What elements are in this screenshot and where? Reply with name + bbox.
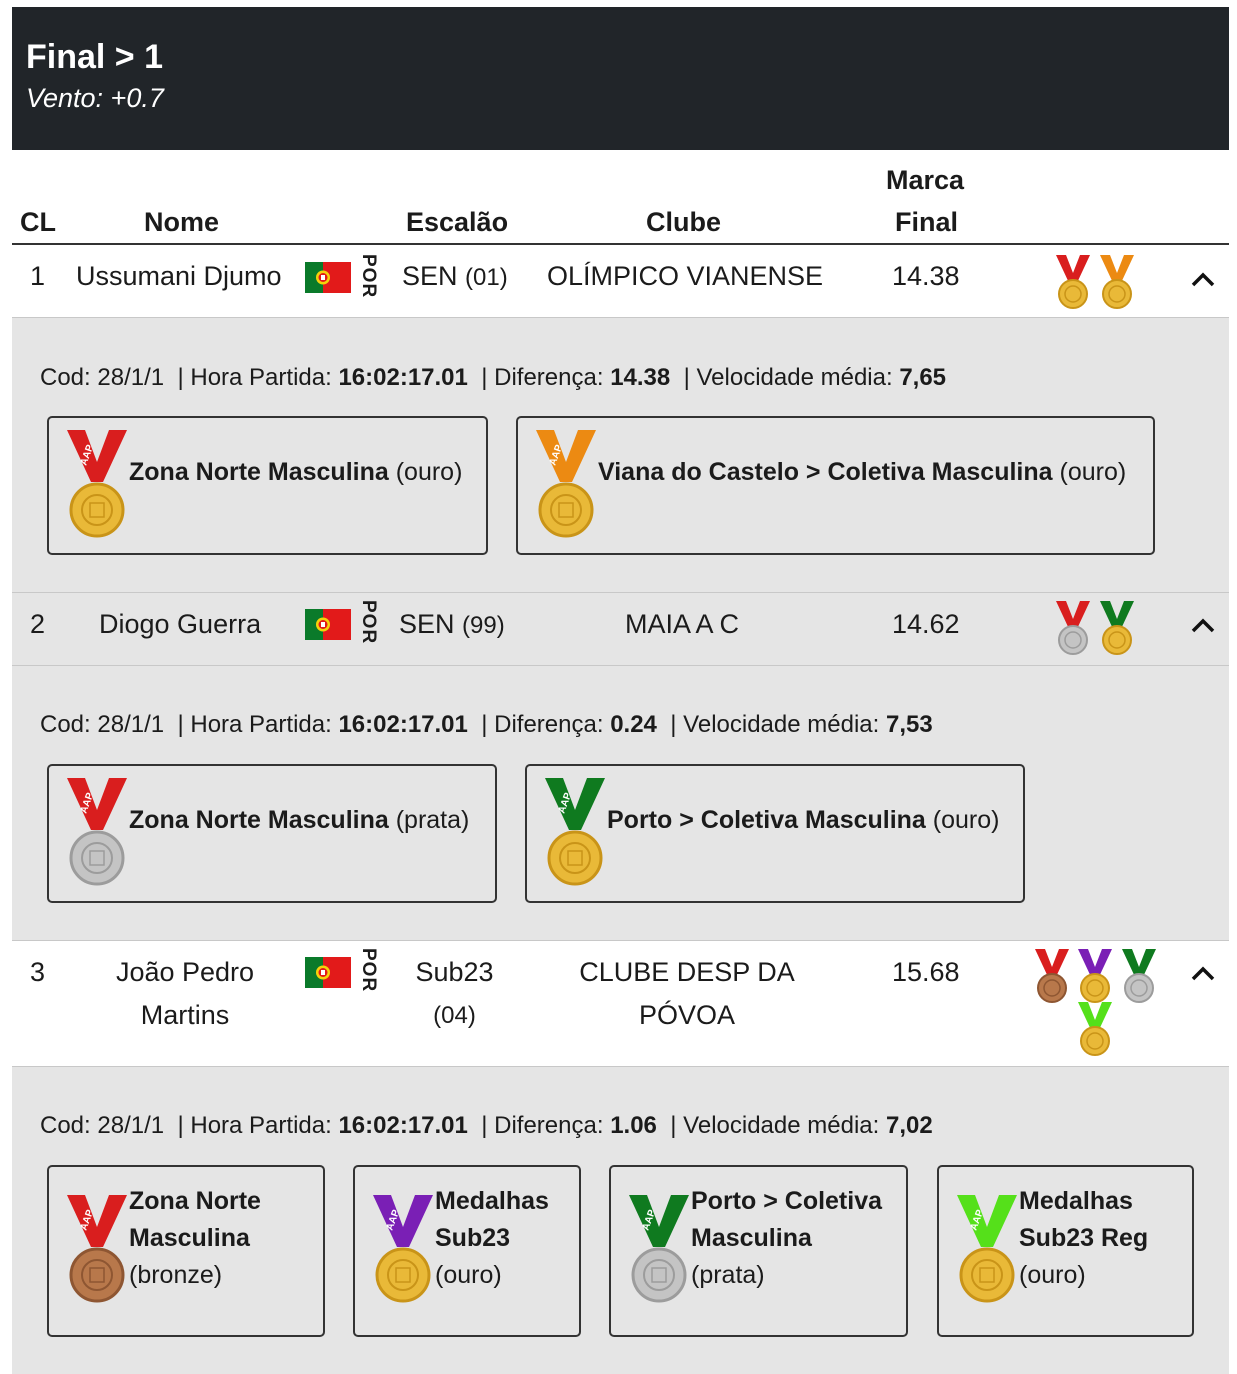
nationality: POR [358, 948, 379, 993]
aap-medal-icon: AAP [67, 430, 127, 538]
medal-card[interactable]: AAP Zona Norte Masculina (prata) [47, 764, 497, 903]
medal-card[interactable]: AAP Zona Norte Masculina (ouro) [47, 416, 488, 555]
chevron-up-icon[interactable] [1190, 963, 1216, 983]
row-details: Cod: 28/1/1 | Hora Partida: 16:02:17.01 … [12, 665, 1229, 941]
medal-label: Zona Norte Masculina (prata) [129, 806, 470, 834]
portugal-flag-icon [305, 609, 351, 640]
medal-mini-icon [1056, 601, 1090, 655]
column-header-cl[interactable]: CL [20, 207, 56, 237]
aap-medal-icon: AAP [373, 1195, 433, 1303]
medal-mini-icon [1100, 601, 1134, 655]
result-mark: 15.68 [892, 957, 960, 987]
age-group: Sub23 (04) [415, 957, 494, 1029]
club: CLUBE DESP DA PÓVOA [579, 957, 795, 1030]
medal-mini-icon [1035, 949, 1069, 1003]
row-details: Cod: 28/1/1 | Hora Partida: 16:02:17.01 … [12, 317, 1229, 593]
row-details: Cod: 28/1/1 | Hora Partida: 16:02:17.01 … [12, 1066, 1229, 1374]
chevron-up-icon[interactable] [1190, 269, 1216, 289]
aap-medal-icon: AAP [67, 1195, 127, 1303]
nationality: POR [358, 600, 379, 645]
medal-label: Medalhas Sub23 (ouro) [435, 1187, 549, 1289]
medal-label: Porto > Coletiva Masculina (ouro) [607, 806, 1000, 834]
medal-card[interactable]: AAP Zona Norte Masculina (bronze) [47, 1165, 325, 1337]
medal-card[interactable]: AAP Viana do Castelo > Coletiva Masculin… [516, 416, 1155, 555]
rank: 3 [30, 957, 46, 987]
event-title: Final > 1 [26, 38, 163, 76]
medal-card[interactable]: AAP Porto > Coletiva Masculina (ouro) [525, 764, 1025, 903]
chevron-up-icon[interactable] [1190, 615, 1216, 635]
medal-label: Zona Norte Masculina (ouro) [129, 458, 463, 486]
medal-label: Zona Norte Masculina (bronze) [129, 1187, 261, 1289]
medal-label: Viana do Castelo > Coletiva Masculina (o… [598, 458, 1127, 486]
nationality: POR [358, 254, 379, 299]
medal-label: Porto > Coletiva Masculina (prata) [691, 1187, 883, 1289]
event-header: Final > 1 Vento: +0.7 [12, 7, 1229, 150]
athlete-name[interactable]: Ussumani Djumo [76, 261, 282, 291]
athlete-name[interactable]: João Pedro Martins [115, 957, 255, 1030]
medal-card[interactable]: AAP Porto > Coletiva Masculina (prata) [609, 1165, 908, 1337]
athlete-name[interactable]: Diogo Guerra [99, 609, 262, 639]
medal-mini-icon [1100, 255, 1134, 309]
table-row[interactable]: 3 João Pedro Martins POR Sub23 (04) CLUBE … [12, 941, 1229, 1066]
race-info: Cod: 28/1/1 | Hora Partida: 16:02:17.01 … [40, 1112, 933, 1139]
portugal-flag-icon [305, 957, 351, 988]
rank: 1 [30, 261, 46, 291]
rank: 2 [30, 609, 46, 639]
portugal-flag-icon [305, 262, 351, 293]
column-header-escalao[interactable]: Escalão [406, 207, 509, 237]
result-mark: 14.62 [892, 609, 960, 639]
column-header-nome[interactable]: Nome [144, 207, 220, 237]
club: OLÍMPICO VIANENSE [547, 261, 824, 291]
age-group: SEN (99) [399, 609, 505, 639]
table-row[interactable]: 1 Ussumani Djumo POR SEN (01) OLÍMPICO V… [12, 247, 1229, 317]
result-mark: 14.38 [892, 261, 960, 291]
medal-mini-icon [1078, 1002, 1112, 1056]
aap-medal-icon: AAP [67, 778, 127, 886]
column-header-clube[interactable]: Clube [646, 207, 722, 237]
medal-card[interactable]: AAP Medalhas Sub23 (ouro) [353, 1165, 581, 1337]
race-info: Cod: 28/1/1 | Hora Partida: 16:02:17.01 … [40, 364, 947, 391]
wind-info: Vento: +0.7 [26, 83, 164, 113]
medal-label: Medalhas Sub23 Reg (ouro) [1019, 1187, 1149, 1289]
aap-medal-icon: AAP [629, 1195, 689, 1303]
race-info: Cod: 28/1/1 | Hora Partida: 16:02:17.01 … [40, 711, 933, 738]
aap-medal-icon: AAP [536, 430, 596, 538]
club: MAIA A C [625, 609, 740, 639]
aap-medal-icon: AAP [957, 1195, 1017, 1303]
column-header-final[interactable]: Final [895, 207, 959, 237]
medal-mini-icon [1122, 949, 1156, 1003]
medal-card[interactable]: AAP Medalhas Sub23 Reg (ouro) [937, 1165, 1194, 1337]
table-header: CL Nome Escalão Clube Marca Final [12, 155, 1229, 245]
medal-mini-icon [1056, 255, 1090, 309]
table-row[interactable]: 2 Diogo Guerra POR SEN (99) MAIA A C 14.… [12, 593, 1229, 665]
aap-medal-icon: AAP [545, 778, 605, 886]
medal-mini-icon [1078, 949, 1112, 1003]
column-header-marca[interactable]: Marca [886, 165, 965, 195]
age-group: SEN (01) [402, 261, 508, 291]
